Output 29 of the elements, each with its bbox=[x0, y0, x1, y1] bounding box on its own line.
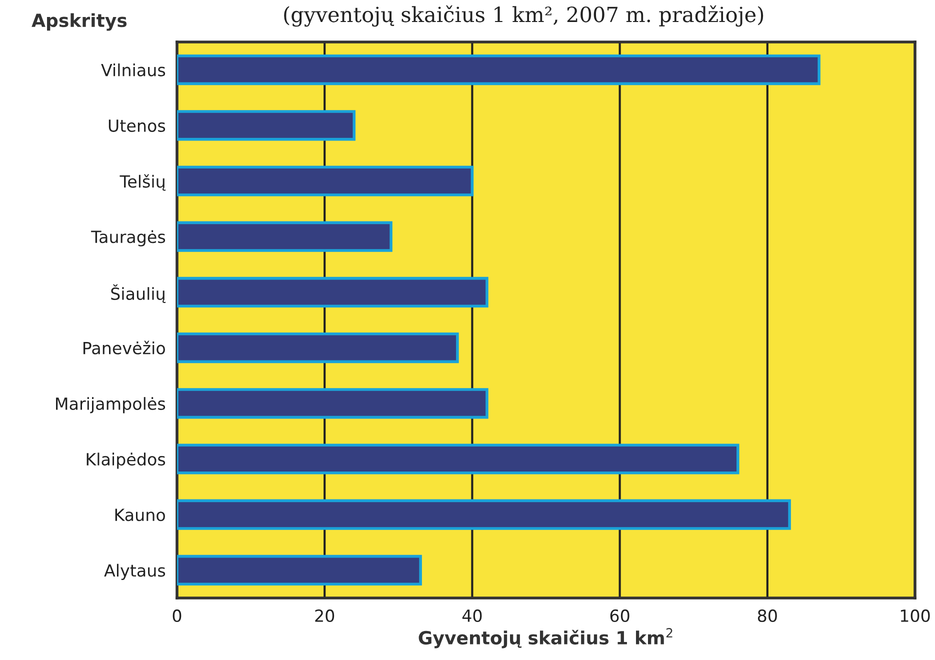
y-tick-label: Kauno bbox=[115, 508, 165, 522]
y-axis-title: Apskritys bbox=[32, 13, 127, 31]
y-tick-label: Tauragės bbox=[91, 230, 166, 246]
y-tick-label: Utenos bbox=[108, 120, 166, 132]
x-tick-label: 20 bbox=[315, 609, 334, 622]
y-tick-label: Vilniaus bbox=[101, 63, 166, 76]
y-tick-label: Alytaus bbox=[104, 564, 166, 580]
bar bbox=[177, 499, 791, 530]
bar bbox=[177, 276, 488, 308]
bar bbox=[177, 110, 356, 141]
x-tick-label: 100 bbox=[900, 609, 930, 622]
bar bbox=[177, 444, 740, 474]
x-tick-label: 80 bbox=[758, 609, 777, 622]
bar bbox=[177, 221, 392, 252]
x-tick-label: 40 bbox=[462, 609, 482, 622]
x-axis-title: Gyventojų skaičius 1 km$^{2}$ bbox=[418, 628, 672, 648]
bar bbox=[177, 554, 422, 586]
chart-title: (gyventojų skaičius 1 km², 2007 m. pradžioje) bbox=[284, 5, 764, 27]
bar bbox=[177, 332, 459, 364]
y-tick-label: Klaipėdos bbox=[86, 452, 166, 469]
y-tick-label: Šiaulių bbox=[111, 284, 166, 304]
x-tick-label: 60 bbox=[610, 609, 630, 622]
y-tick-label: Panevėžio bbox=[84, 340, 165, 354]
bar bbox=[177, 166, 474, 196]
y-tick-label: Marijampolės bbox=[56, 397, 166, 414]
y-tick-label: Telšių bbox=[120, 174, 166, 191]
bar bbox=[177, 388, 488, 419]
x-tick-label: 0 bbox=[172, 609, 182, 622]
bar bbox=[177, 54, 820, 86]
